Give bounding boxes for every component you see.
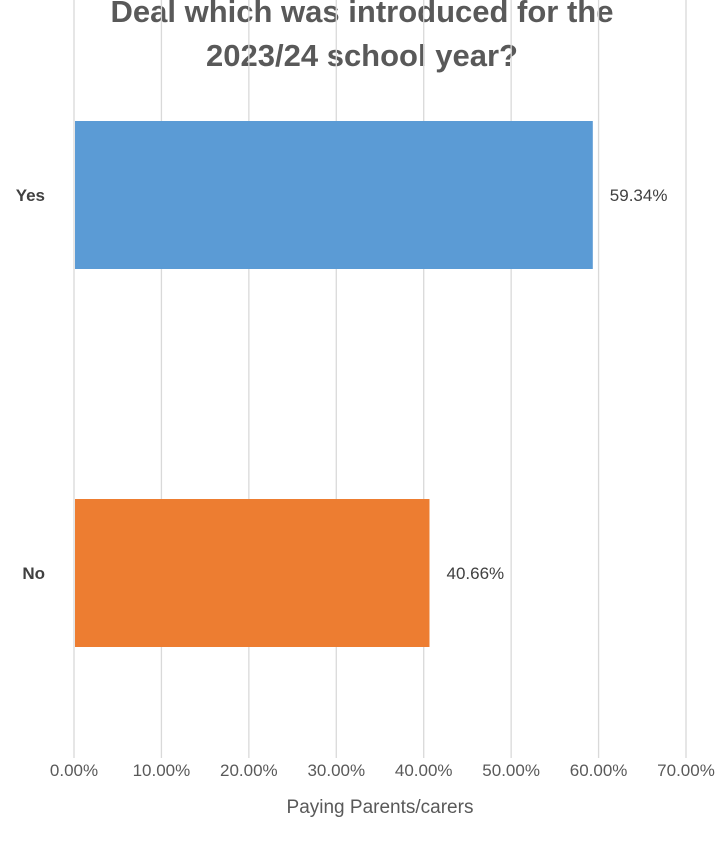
x-tick-label: 10.00% <box>133 761 191 780</box>
x-tick-label: 0.00% <box>50 761 98 780</box>
x-tick-label: 20.00% <box>220 761 278 780</box>
x-tick-label: 50.00% <box>482 761 540 780</box>
category-label-no: No <box>22 564 45 583</box>
bar-no <box>75 499 430 647</box>
bars <box>75 121 593 647</box>
x-axis-title: Paying Parents/carers <box>287 797 474 818</box>
x-tick-label: 40.00% <box>395 761 453 780</box>
category-labels: Yes No <box>16 186 45 583</box>
x-tick-label: 70.00% <box>657 761 715 780</box>
x-tick-label: 60.00% <box>570 761 628 780</box>
chart-title-line-1: Deal which was introduced for the <box>110 0 614 29</box>
data-label-no: 40.66% <box>446 564 504 583</box>
data-labels: 59.34% 40.66% <box>446 186 667 583</box>
x-tick-labels: 0.00% 10.00% 20.00% 30.00% 40.00% 50.00% 60.00… <box>50 761 715 780</box>
chart-title-line-2: 2023/24 school year? <box>206 38 518 73</box>
bar-yes <box>75 121 593 269</box>
x-tick-label: 30.00% <box>307 761 365 780</box>
category-label-yes: Yes <box>16 186 45 205</box>
data-label-yes: 59.34% <box>610 186 668 205</box>
